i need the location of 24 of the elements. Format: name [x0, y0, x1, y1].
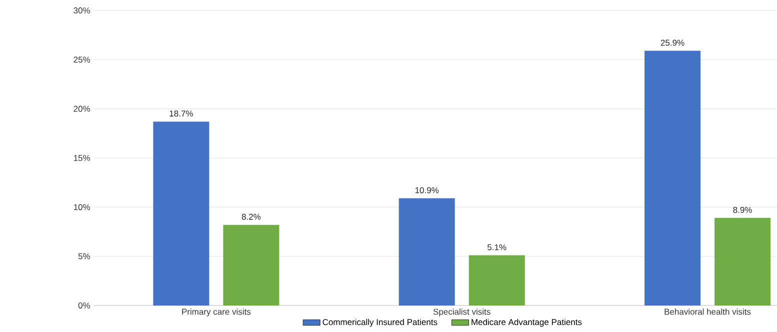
y-tick-label: 10%: [74, 204, 90, 210]
x-tick-label: Specialist visits: [433, 308, 490, 316]
bar: [644, 50, 701, 306]
x-tick-label: Behavioral health visits: [664, 308, 751, 315]
y-tick-label: 0%: [78, 302, 90, 308]
y-tick-label: 20%: [74, 106, 90, 112]
bar: [468, 255, 525, 306]
data-label: 5.1%: [488, 244, 506, 250]
bar: [398, 198, 455, 306]
legend-label: Commerically Insured Patients: [322, 318, 438, 327]
y-tick-label: 25%: [74, 56, 90, 63]
y-tick-label: 15%: [74, 154, 90, 161]
x-tick-label: Primary care visits: [182, 308, 251, 316]
data-label: 18.7%: [170, 110, 193, 117]
bar: [714, 218, 771, 306]
legend-label: Medicare Advantage Patients: [472, 318, 582, 327]
data-label: 8.2%: [242, 214, 261, 220]
y-tick-label: 5%: [78, 253, 90, 260]
bar: [153, 122, 210, 306]
data-label: 8.9%: [733, 206, 752, 213]
y-tick-label: 30%: [74, 7, 90, 14]
data-label: 25.9%: [660, 40, 684, 46]
data-label: 10.9%: [415, 187, 439, 194]
bar: [223, 224, 280, 306]
